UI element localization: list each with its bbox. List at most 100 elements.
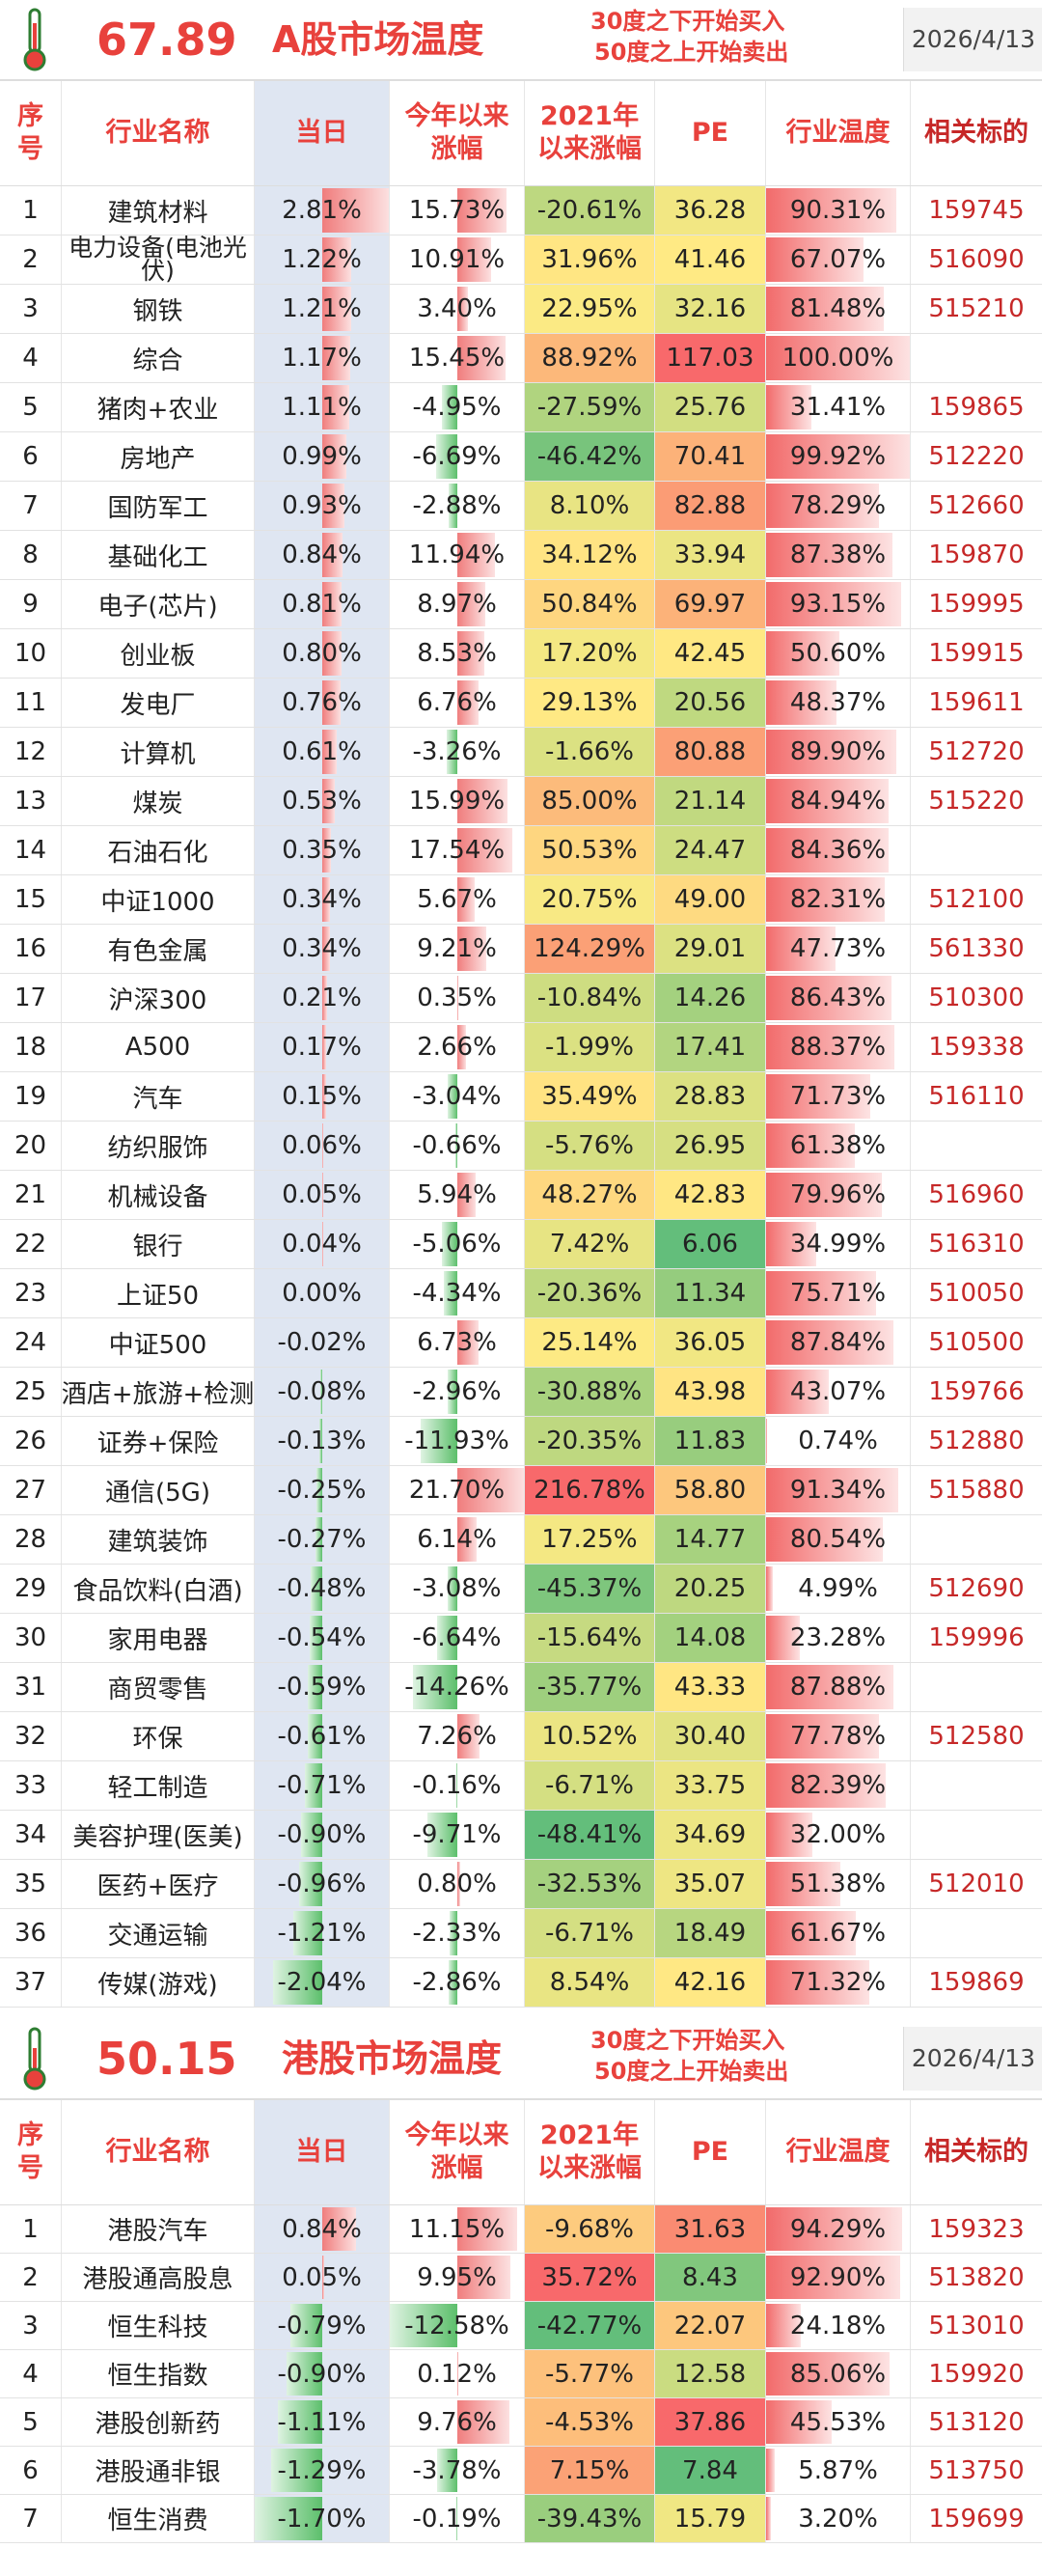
row-index: 7 [0, 2495, 62, 2542]
related-ticker-value: 513750 [928, 2455, 1025, 2485]
row-index-value: 11 [14, 688, 47, 717]
industry-name-value: 综合 [132, 346, 183, 375]
value-bar [442, 385, 457, 429]
industry-name: 石油石化 [62, 826, 255, 874]
day-change-value: 0.05% [282, 1180, 362, 1209]
pe-ratio-value: 20.56 [673, 688, 747, 717]
since-2021-change: 22.95% [525, 285, 655, 333]
since-2021-change-value: 31.96% [541, 245, 638, 274]
temperature-bar [766, 730, 896, 774]
table-row: 8 基础化工 0.84% 11.94% 34.12% 33.94 87.38% 159870 [0, 531, 1042, 580]
related-ticker [911, 334, 1042, 382]
industry-name: 建筑材料 [62, 186, 255, 235]
day-change-value: -1.11% [277, 2407, 367, 2437]
row-index-value: 1 [22, 2214, 39, 2244]
industry-name: 钢铁 [62, 285, 255, 333]
temperature-bar [766, 1911, 856, 1955]
industry-temperature: 82.39% [766, 1761, 911, 1810]
since-2021-change-value: 88.92% [541, 344, 638, 373]
related-ticker-value: 159865 [928, 393, 1025, 422]
temperature-bar [766, 1862, 841, 1906]
row-index: 4 [0, 334, 62, 382]
row-index-value: 3 [22, 294, 39, 323]
industry-temperature-value: 3.20% [798, 2504, 878, 2534]
related-ticker [911, 1515, 1042, 1564]
day-change: -1.21% [255, 1909, 390, 1957]
since-2021-change: 50.84% [525, 580, 655, 628]
pe-ratio-value: 41.46 [673, 245, 747, 274]
since-2021-change: -9.68% [525, 2205, 655, 2253]
day-change: 0.15% [255, 1072, 390, 1121]
related-ticker: 159611 [911, 679, 1042, 727]
industry-name-value: 发电厂 [120, 690, 196, 720]
value-bar [457, 779, 507, 823]
value-bar [420, 1419, 457, 1463]
value-bar [299, 1862, 322, 1906]
industry-name: 有色金属 [62, 925, 255, 973]
temperature-bar [766, 1222, 817, 1266]
value-bar [457, 2256, 511, 2299]
industry-temperature: 85.06% [766, 2350, 911, 2397]
related-ticker: 515210 [911, 285, 1042, 333]
industry-name: 上证50 [62, 1269, 255, 1317]
industry-name: 港股汽车 [62, 2205, 255, 2253]
pe-ratio: 29.01 [655, 925, 766, 973]
industry-temperature: 71.32% [766, 1958, 911, 2007]
industry-name: 银行 [62, 1220, 255, 1268]
ytd-change: 10.91% [390, 235, 525, 284]
industry-temperature: 48.37% [766, 679, 911, 727]
header-label: 行业名称 [105, 2137, 210, 2167]
industry-name-value: 煤炭 [132, 789, 183, 818]
value-bar [322, 1222, 323, 1266]
industry-name: 港股通非银 [62, 2447, 255, 2494]
temperature-bar [766, 2449, 775, 2492]
row-index-value: 37 [14, 1968, 47, 1997]
pe-ratio: 41.46 [655, 235, 766, 284]
temperature-bar [766, 1468, 898, 1512]
value-bar [390, 2304, 457, 2347]
row-index: 30 [0, 1614, 62, 1662]
industry-temperature: 61.67% [766, 1909, 911, 1957]
industry-temperature-value: 99.92% [789, 442, 887, 471]
pe-ratio: 32.16 [655, 285, 766, 333]
ytd-change: -0.66% [390, 1122, 525, 1170]
pe-ratio-value: 42.16 [673, 1968, 747, 1997]
ytd-change: 9.95% [390, 2254, 525, 2301]
table-row: 21 机械设备 0.05% 5.94% 48.27% 42.83 79.96% 516960 [0, 1171, 1042, 1220]
since-2021-change-value: 34.12% [541, 540, 638, 569]
day-change: -0.71% [255, 1761, 390, 1810]
industry-name: 汽车 [62, 1072, 255, 1121]
pe-ratio: 70.41 [655, 432, 766, 481]
industry-name: 家用电器 [62, 1614, 255, 1662]
day-change-value: -0.02% [277, 1328, 367, 1357]
industry-temperature: 92.90% [766, 2254, 911, 2301]
industry-name: 计算机 [62, 728, 255, 776]
temperature-bar [766, 1123, 856, 1168]
value-bar [457, 336, 506, 380]
ytd-change-value: -2.86% [412, 1968, 502, 1997]
header-label: 2021年以来涨幅 [537, 101, 642, 164]
row-index: 8 [0, 531, 62, 579]
ytd-change-value: -6.69% [412, 442, 502, 471]
temperature-bar [766, 385, 812, 429]
row-index: 17 [0, 974, 62, 1022]
industry-name-value: 有色金属 [107, 936, 208, 966]
pe-ratio-value: 49.00 [673, 885, 747, 914]
day-change: -0.27% [255, 1515, 390, 1564]
pe-ratio: 82.88 [655, 482, 766, 530]
industry-name: 猪肉+农业 [62, 383, 255, 431]
row-index-value: 20 [14, 1131, 47, 1160]
temperature-bar [766, 631, 839, 676]
table-row: 9 电子(芯片) 0.81% 8.97% 50.84% 69.97 93.15% 159995 [0, 580, 1042, 629]
row-index: 21 [0, 1171, 62, 1219]
row-index-value: 28 [14, 1525, 47, 1554]
industry-name: 商贸零售 [62, 1663, 255, 1711]
pe-ratio-value: 32.16 [673, 294, 747, 323]
day-change-value: -1.70% [277, 2504, 367, 2534]
table-row: 17 沪深300 0.21% 0.35% -10.84% 14.26 86.43% 51030… [0, 974, 1042, 1023]
pe-ratio: 33.94 [655, 531, 766, 579]
since-2021-change-value: 124.29% [534, 934, 645, 963]
value-bar [447, 730, 457, 774]
ytd-change-value: -6.64% [412, 1623, 502, 1652]
related-ticker: 512010 [911, 1860, 1042, 1908]
